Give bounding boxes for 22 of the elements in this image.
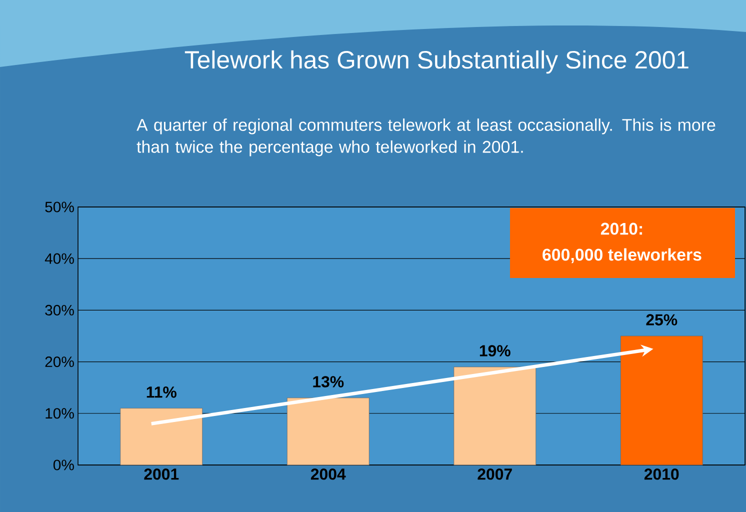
bar <box>454 366 536 466</box>
y-tick-label: 20% <box>45 356 74 368</box>
bar <box>620 336 703 466</box>
x-tick-label: 2004 <box>310 468 346 480</box>
bar <box>120 408 203 466</box>
chart-title: Telework has Grown Substantially Since 2001 <box>184 50 688 74</box>
y-tick-label: 0% <box>53 460 74 470</box>
x-tick-label: 2007 <box>478 468 512 480</box>
data-label: 13% <box>313 376 344 388</box>
data-label: 11% <box>146 386 176 398</box>
x-tick-label: 2010 <box>644 468 679 480</box>
chart-subtitle: A quarter of regional commuters telework at least occasionally. This is more than twice the percentage who teleworked in 2001. <box>136 118 716 156</box>
data-label: 25% <box>646 314 678 326</box>
bar <box>286 398 370 466</box>
y-tick-label: 50% <box>45 202 74 212</box>
annotation: 2010: <box>600 222 642 235</box>
y-tick-label: 10% <box>46 408 74 419</box>
y-tick-label: 40% <box>44 253 74 264</box>
y-tick-label: 30% <box>45 304 74 316</box>
x-tick-label: 2001 <box>144 468 179 480</box>
data-label: 19% <box>480 345 510 356</box>
annotation: 600,000 teleworkers <box>542 248 702 264</box>
